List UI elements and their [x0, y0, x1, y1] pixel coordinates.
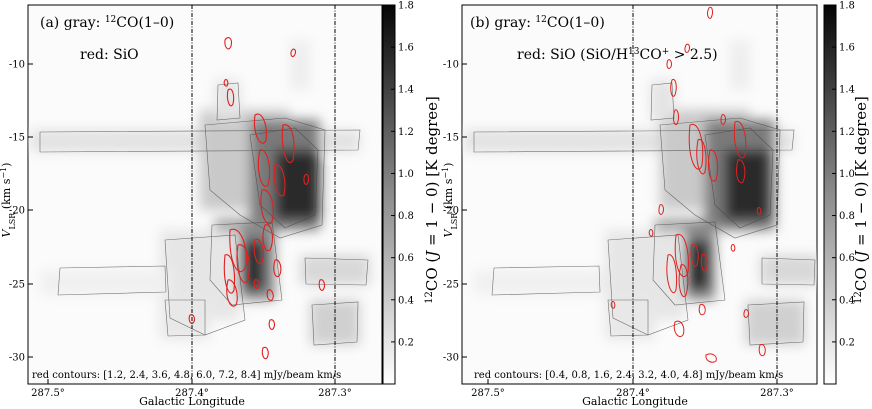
x-tick-label: 287.5° — [471, 388, 505, 399]
colorbar-tick-label: 0.8 — [839, 211, 855, 222]
x-tick-label: 287.4° — [616, 388, 650, 399]
colorbar-tick-label: 1.6 — [839, 43, 855, 54]
colorbar-tick-label: 0.2 — [398, 337, 414, 348]
panel-b-contour-levels: red contours: [0.4, 0.8, 1.6, 2.4, 3.2, … — [474, 370, 783, 381]
panel-b-title: (b) gray: 12CO(1–0) — [470, 15, 605, 31]
panel-a-contour-levels: red contours: [1.2, 2.4, 3.6, 4.8, 6.0, … — [32, 370, 341, 381]
colorbar-tick-label: 1.4 — [398, 85, 414, 96]
y-tick-label: -25 — [443, 280, 459, 291]
colorbar-tick-label: 0.6 — [839, 253, 855, 264]
colorbar-tick-label: 0.6 — [398, 253, 414, 264]
colorbar-tick-label: 1.4 — [839, 85, 855, 96]
panel-b-sio-contours — [610, 6, 766, 363]
panel-a-ylabel: VLSR (km s−1) — [0, 163, 17, 238]
panel-b-xlabel: Galactic Longitude — [582, 395, 688, 408]
y-tick-label: -15 — [443, 133, 459, 144]
colorbar-tick-label: 1.2 — [839, 127, 855, 138]
colorbar-tick-label: 1.0 — [839, 169, 855, 180]
panel-a: 287.5° 287.4° 287.3° -10 -15 -20 -25 -30 (a) gr… — [0, 1, 441, 409]
panel-a-title: (a) gray: 12CO(1–0) — [40, 15, 174, 31]
y-tick-label: -30 — [9, 353, 25, 364]
panel-b-red-label: red: SiO (SiO/H13CO+ > 2.5) — [517, 47, 718, 63]
x-tick-label: 287.5° — [31, 388, 65, 399]
panel-b-colorbar-label: 12CO (J = 1 − 0) [K degree] — [852, 96, 870, 304]
panel-b-colorbar — [823, 4, 837, 385]
y-tick-label: -10 — [9, 60, 25, 71]
colorbar-tick-label: 1.8 — [839, 1, 855, 12]
y-tick-label: -25 — [9, 280, 25, 291]
y-tick-label: -20 — [9, 206, 25, 217]
y-tick-label: -20 — [443, 206, 459, 217]
panel-b-heatmap — [464, 6, 817, 363]
panel-a-xlabel: Galactic Longitude — [139, 395, 245, 408]
panel-a-colorbar-label: 12CO (J = 1 − 0) [K degree] — [423, 96, 441, 304]
colorbar-tick-label: 0.8 — [398, 211, 414, 222]
y-tick-label: -30 — [443, 353, 459, 364]
x-tick-label: 287.4° — [175, 388, 209, 399]
x-tick-label: 287.3° — [318, 388, 352, 399]
colorbar-tick-label: 1.0 — [398, 169, 414, 180]
panel-a-heatmap — [30, 37, 370, 360]
x-tick-label: 287.3° — [760, 388, 794, 399]
panel-b-ylabel: VLSR (km s−1) — [441, 163, 459, 238]
y-tick-label: -10 — [443, 60, 459, 71]
colorbar-tick-label: 0.4 — [398, 295, 414, 306]
colorbar-tick-label: 1.2 — [398, 127, 414, 138]
y-tick-label: -15 — [9, 133, 25, 144]
panel-b: 287.5° 287.4° 287.3° -10 -15 -20 -25 -30 (b) gr… — [441, 1, 871, 409]
colorbar-tick-label: 0.4 — [839, 295, 855, 306]
colorbar-tick-label: 1.8 — [398, 1, 414, 12]
colorbar-tick-label: 1.6 — [398, 43, 414, 54]
colorbar-tick-label: 0.2 — [839, 337, 855, 348]
panel-a-sio-contours — [188, 37, 325, 360]
panel-a-red-label: red: SiO — [80, 47, 139, 63]
panel-a-colorbar — [382, 4, 396, 385]
